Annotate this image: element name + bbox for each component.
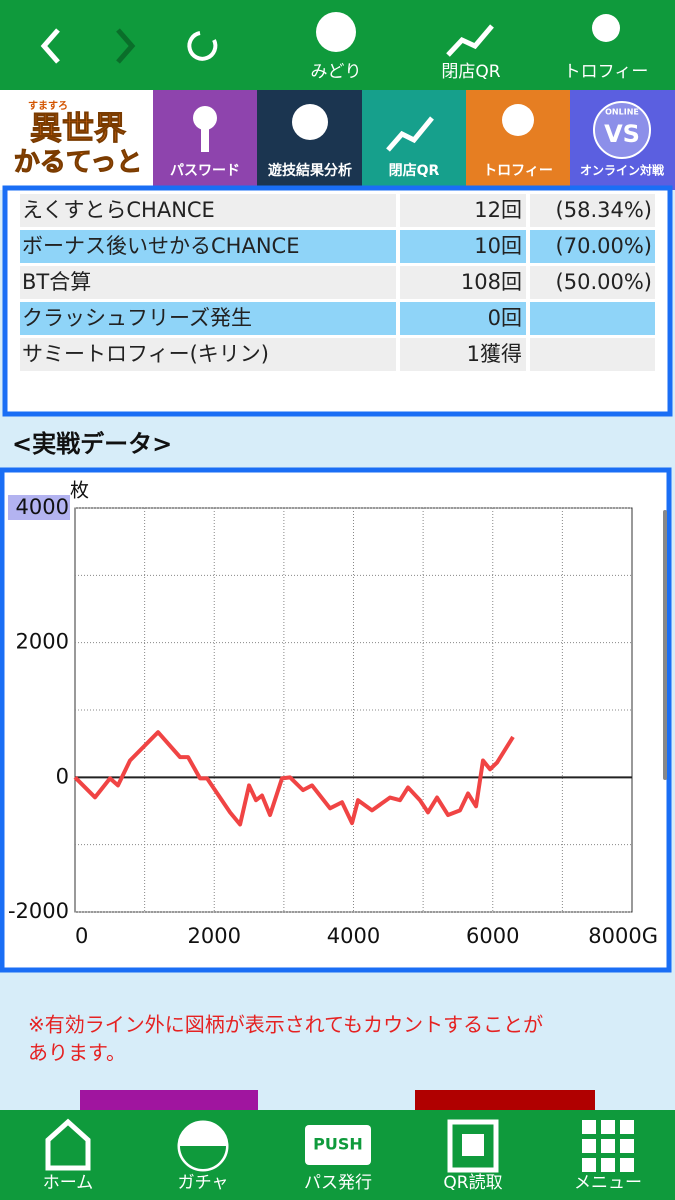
table-cell bbox=[400, 194, 526, 227]
bottom-nav-label: ガチャ bbox=[178, 1173, 229, 1193]
row-label: BT合算 bbox=[22, 270, 91, 294]
row-count: 12回 bbox=[474, 198, 522, 222]
row-rate: (50.00%) bbox=[556, 270, 652, 294]
row-rate: (70.00%) bbox=[556, 234, 652, 258]
table-cell bbox=[20, 194, 396, 227]
bottom-nav-label: ホーム bbox=[43, 1173, 94, 1193]
forward-button[interactable] bbox=[116, 28, 136, 64]
bottom-nav-label: QR読取 bbox=[443, 1173, 502, 1193]
close-qr-icon[interactable] bbox=[446, 24, 494, 57]
qr-tab-icon bbox=[386, 116, 434, 152]
x-tick-label: 2000 bbox=[188, 924, 241, 948]
x-tick-label: 4000 bbox=[327, 924, 380, 948]
x-tick-label: 8000G bbox=[588, 924, 658, 948]
key-icon bbox=[201, 128, 209, 152]
logo-title: かるてっと bbox=[14, 148, 142, 178]
refresh-button[interactable] bbox=[187, 31, 218, 61]
row-count: 1獲得 bbox=[467, 342, 522, 366]
table-cell bbox=[400, 338, 526, 371]
button[interactable] bbox=[80, 1090, 258, 1112]
row-count: 108回 bbox=[461, 270, 522, 294]
table-cell bbox=[400, 302, 526, 335]
table-cell bbox=[20, 338, 396, 371]
qr-icon[interactable] bbox=[447, 1119, 499, 1173]
row-count: 0回 bbox=[488, 306, 522, 330]
table-cell bbox=[20, 266, 396, 299]
data-line bbox=[73, 730, 515, 827]
row-label: えくすとらCHANCE bbox=[22, 198, 215, 222]
menu-icon[interactable] bbox=[582, 1120, 634, 1172]
logo-small: すますろ bbox=[28, 100, 68, 112]
y-tick-label: 4000 bbox=[16, 495, 69, 519]
table-cell bbox=[530, 302, 655, 335]
nav-label: トロフィー bbox=[564, 62, 649, 82]
section-title: <実戦データ> bbox=[12, 430, 172, 458]
logo-area bbox=[0, 90, 153, 190]
vs-icon bbox=[593, 101, 651, 159]
back-button[interactable] bbox=[40, 28, 60, 64]
push-text: PUSH bbox=[313, 1135, 363, 1154]
y-tick-label: 0 bbox=[56, 764, 69, 788]
tick-highlight bbox=[8, 495, 70, 520]
table-cell bbox=[20, 302, 396, 335]
note: ※有効ライン外に図柄が表示されてもカウントすることが bbox=[28, 1013, 543, 1037]
row-label: ボーナス後いせかるCHANCE bbox=[22, 234, 299, 258]
push-icon[interactable] bbox=[305, 1125, 371, 1165]
tab-online[interactable] bbox=[570, 90, 675, 190]
nav-label: みどり bbox=[311, 62, 362, 82]
scrollbar bbox=[663, 510, 667, 780]
table-cell bbox=[530, 338, 655, 371]
tab-label: オンライン対戦 bbox=[580, 163, 665, 178]
x-tick-label: 0 bbox=[75, 924, 88, 948]
tab-label: 閉店QR bbox=[389, 162, 440, 179]
table-cell bbox=[530, 266, 655, 299]
gacha-icon bbox=[180, 1146, 226, 1169]
qr-icon bbox=[462, 1134, 484, 1156]
trophy-icon[interactable] bbox=[592, 14, 620, 42]
table-cell bbox=[530, 230, 655, 263]
trophy-tab-icon bbox=[502, 104, 534, 136]
row-label: サミートロフィー(キリン) bbox=[22, 342, 269, 366]
tab-label: 遊技結果分析 bbox=[268, 162, 352, 179]
row-rate: (58.34%) bbox=[556, 198, 652, 222]
table-cell bbox=[20, 230, 396, 263]
home-icon[interactable] bbox=[45, 1118, 91, 1171]
key-icon bbox=[193, 106, 217, 130]
table-cell bbox=[530, 194, 655, 227]
y-tick-label: -2000 bbox=[8, 899, 69, 923]
icon-text: ONLINE bbox=[605, 108, 639, 117]
analysis-icon bbox=[292, 104, 328, 140]
icon-text: VS bbox=[604, 120, 640, 148]
tab-label: トロフィー bbox=[483, 163, 553, 179]
y-tick-label: 2000 bbox=[16, 630, 69, 654]
y-unit: 枚 bbox=[70, 480, 89, 502]
x-tick-label: 6000 bbox=[466, 924, 519, 948]
row-label: クラッシュフリーズ発生 bbox=[22, 306, 252, 330]
nav-label: 閉店QR bbox=[441, 62, 500, 82]
button[interactable] bbox=[415, 1090, 595, 1112]
bottom-nav-label: パス発行 bbox=[304, 1173, 372, 1193]
table-cell bbox=[400, 230, 526, 263]
midori-icon[interactable] bbox=[316, 12, 356, 52]
note: あります。 bbox=[28, 1041, 126, 1065]
row-count: 10回 bbox=[474, 234, 522, 258]
logo-title: 異世界 bbox=[30, 109, 126, 147]
table-cell bbox=[400, 266, 526, 299]
bottom-nav-label: メニュー bbox=[574, 1173, 642, 1193]
tab-label: パスワード bbox=[170, 163, 240, 179]
